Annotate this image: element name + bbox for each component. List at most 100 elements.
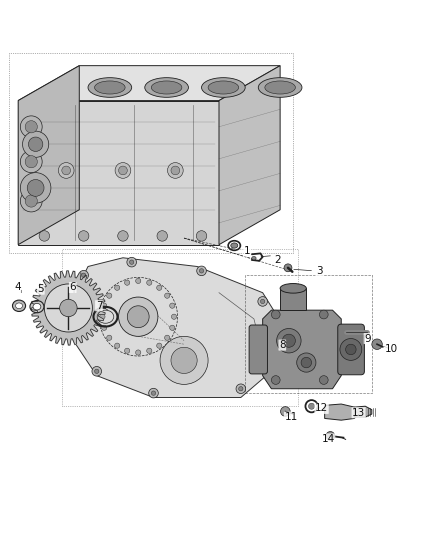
Circle shape — [165, 293, 170, 298]
Circle shape — [28, 137, 43, 151]
Circle shape — [271, 349, 281, 359]
Ellipse shape — [201, 78, 245, 98]
Circle shape — [79, 270, 88, 280]
Circle shape — [106, 335, 112, 341]
Ellipse shape — [12, 300, 25, 311]
Circle shape — [147, 348, 152, 353]
Circle shape — [196, 231, 207, 241]
Circle shape — [199, 269, 204, 273]
Ellipse shape — [151, 81, 182, 94]
Text: 9: 9 — [364, 334, 371, 344]
Circle shape — [25, 195, 37, 207]
Circle shape — [25, 120, 37, 133]
Circle shape — [115, 163, 131, 179]
Circle shape — [197, 266, 206, 276]
Polygon shape — [325, 404, 359, 420]
Circle shape — [170, 325, 175, 330]
Circle shape — [25, 156, 37, 168]
Circle shape — [20, 151, 42, 173]
Polygon shape — [263, 310, 341, 389]
Circle shape — [100, 314, 105, 319]
Circle shape — [301, 357, 311, 368]
Circle shape — [70, 323, 80, 333]
Text: 7: 7 — [95, 301, 102, 311]
Circle shape — [95, 369, 99, 374]
Circle shape — [149, 389, 158, 398]
Ellipse shape — [252, 256, 256, 260]
Circle shape — [119, 297, 158, 336]
Ellipse shape — [15, 303, 22, 309]
Text: 11: 11 — [284, 412, 298, 422]
Ellipse shape — [88, 78, 132, 98]
Circle shape — [165, 335, 170, 341]
Circle shape — [136, 350, 141, 355]
Polygon shape — [18, 101, 219, 245]
Circle shape — [326, 432, 335, 440]
Circle shape — [297, 353, 316, 372]
Text: 1: 1 — [244, 246, 251, 256]
Circle shape — [20, 173, 51, 203]
Circle shape — [272, 376, 280, 384]
Circle shape — [20, 190, 42, 212]
Circle shape — [73, 326, 77, 330]
Ellipse shape — [280, 284, 306, 293]
Circle shape — [272, 310, 280, 319]
Circle shape — [151, 391, 155, 395]
Circle shape — [171, 348, 197, 374]
Circle shape — [92, 367, 102, 376]
Circle shape — [119, 166, 127, 175]
FancyBboxPatch shape — [338, 324, 364, 375]
Circle shape — [102, 325, 107, 330]
Circle shape — [167, 163, 183, 179]
Ellipse shape — [208, 81, 239, 94]
Polygon shape — [18, 66, 280, 101]
Circle shape — [284, 264, 292, 272]
Circle shape — [171, 314, 177, 319]
Circle shape — [115, 285, 120, 290]
Circle shape — [160, 336, 208, 384]
Circle shape — [170, 303, 175, 308]
Ellipse shape — [258, 78, 302, 98]
Circle shape — [157, 285, 162, 290]
Circle shape — [102, 303, 107, 308]
Circle shape — [147, 280, 152, 285]
Polygon shape — [219, 66, 280, 245]
Ellipse shape — [30, 301, 44, 313]
Circle shape — [44, 284, 92, 332]
Circle shape — [20, 116, 42, 138]
Circle shape — [78, 231, 89, 241]
Circle shape — [283, 334, 295, 348]
Circle shape — [27, 180, 44, 196]
Circle shape — [340, 338, 362, 360]
Circle shape — [308, 403, 314, 409]
Text: 3: 3 — [316, 266, 323, 276]
Ellipse shape — [95, 81, 125, 94]
Circle shape — [372, 339, 382, 350]
Polygon shape — [31, 271, 106, 345]
Ellipse shape — [231, 243, 238, 248]
Text: 5: 5 — [38, 284, 44, 294]
Circle shape — [258, 297, 268, 306]
Text: 8: 8 — [279, 340, 286, 350]
Circle shape — [127, 306, 149, 328]
Circle shape — [60, 299, 77, 317]
Text: 12: 12 — [315, 403, 328, 414]
Circle shape — [130, 260, 134, 264]
Circle shape — [171, 166, 180, 175]
FancyBboxPatch shape — [249, 325, 268, 374]
Text: 6: 6 — [69, 282, 76, 293]
Ellipse shape — [33, 303, 41, 310]
Circle shape — [106, 293, 112, 298]
Circle shape — [319, 376, 328, 384]
Circle shape — [22, 131, 49, 157]
Polygon shape — [71, 258, 285, 398]
Circle shape — [62, 166, 71, 175]
Circle shape — [319, 310, 328, 319]
Text: 10: 10 — [385, 344, 398, 354]
Ellipse shape — [145, 78, 188, 98]
Circle shape — [39, 231, 49, 241]
Ellipse shape — [265, 81, 295, 94]
Circle shape — [127, 257, 137, 267]
Text: 13: 13 — [352, 408, 365, 418]
Circle shape — [277, 328, 301, 353]
